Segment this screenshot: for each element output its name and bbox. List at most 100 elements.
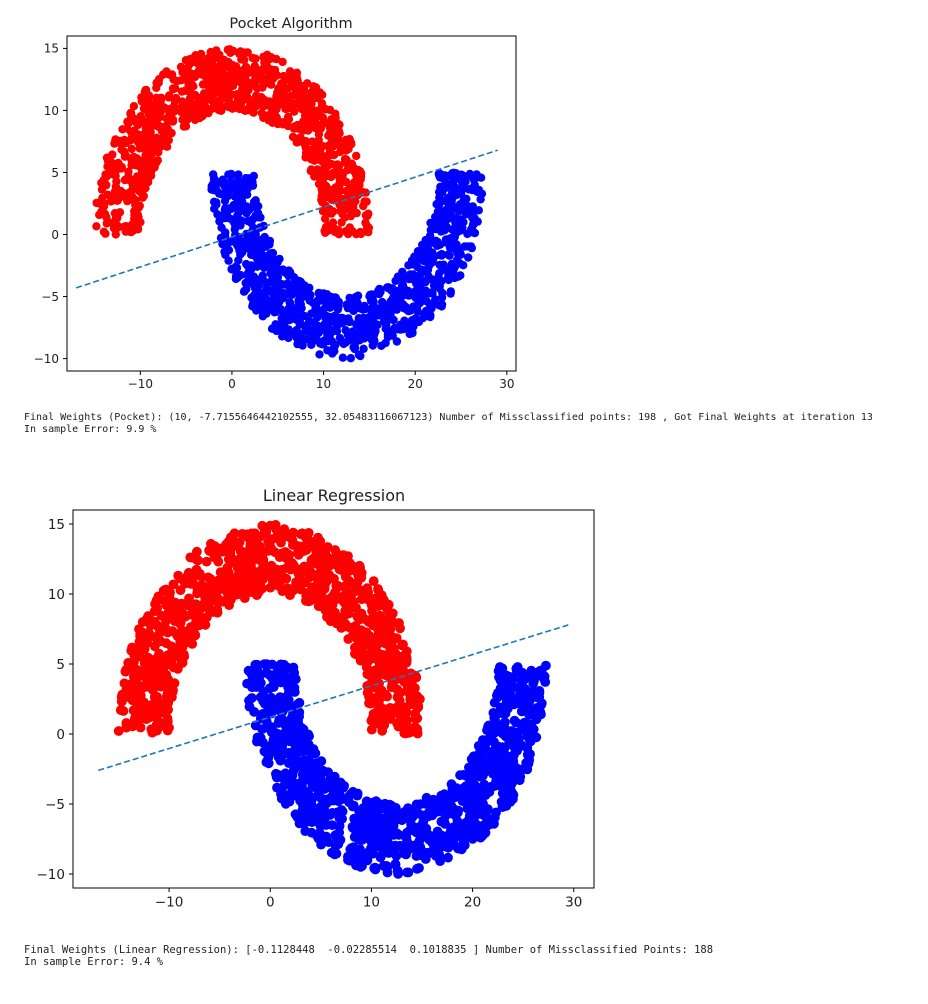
blue-class-point bbox=[375, 284, 384, 294]
red-class-point bbox=[118, 125, 127, 134]
red-class-point bbox=[230, 574, 240, 585]
blue-class-point bbox=[462, 792, 472, 803]
red-class-point bbox=[205, 105, 215, 114]
red-class-point bbox=[177, 608, 188, 619]
red-class-point bbox=[333, 581, 344, 592]
blue-class-point bbox=[210, 186, 219, 195]
red-class-point bbox=[219, 55, 229, 64]
blue-class-point bbox=[254, 298, 263, 307]
blue-class-point bbox=[536, 665, 547, 676]
blue-class-point bbox=[509, 699, 519, 710]
red-class-point bbox=[128, 133, 137, 143]
blue-class-point bbox=[462, 206, 471, 216]
blue-class-point bbox=[301, 768, 312, 779]
red-class-point bbox=[148, 103, 157, 112]
red-class-point bbox=[396, 719, 406, 729]
red-class-point bbox=[253, 84, 262, 93]
red-class-point bbox=[168, 117, 178, 126]
blue-class-point bbox=[388, 300, 398, 309]
red-class-point bbox=[152, 711, 162, 721]
blue-class-point bbox=[489, 697, 500, 708]
red-class-point bbox=[183, 567, 194, 578]
blue-class-point bbox=[266, 739, 277, 750]
red-class-point bbox=[362, 197, 371, 206]
red-class-point bbox=[282, 116, 292, 125]
y-tick-label: 10 bbox=[44, 104, 59, 118]
red-class-point bbox=[333, 553, 343, 564]
red-class-point bbox=[288, 560, 299, 570]
blue-class-point bbox=[448, 835, 459, 846]
blue-class-point bbox=[288, 747, 298, 757]
blue-class-point bbox=[352, 293, 362, 302]
blue-class-point bbox=[289, 738, 300, 749]
blue-class-point bbox=[277, 314, 286, 323]
red-class-point bbox=[303, 596, 314, 607]
blue-class-point bbox=[336, 805, 347, 815]
blue-class-point bbox=[406, 819, 416, 830]
blue-class-point bbox=[294, 818, 305, 829]
blue-class-point bbox=[434, 198, 443, 207]
blue-class-point bbox=[318, 778, 329, 788]
red-class-point bbox=[344, 194, 354, 203]
blue-class-point bbox=[280, 798, 291, 809]
blue-class-point bbox=[278, 332, 287, 341]
blue-class-point bbox=[353, 299, 362, 308]
blue-class-point bbox=[327, 808, 338, 818]
blue-class-point bbox=[215, 217, 224, 226]
blue-class-point bbox=[241, 278, 250, 288]
red-class-point bbox=[162, 142, 172, 151]
red-class-point bbox=[315, 150, 324, 159]
red-class-point bbox=[145, 706, 156, 716]
blue-class-point bbox=[523, 758, 534, 769]
red-class-point bbox=[296, 133, 305, 142]
blue-class-point bbox=[328, 349, 337, 358]
red-class-point bbox=[293, 120, 302, 130]
red-class-point bbox=[343, 551, 353, 561]
blue-class-point bbox=[500, 742, 510, 753]
blue-class-point bbox=[303, 739, 314, 750]
blue-class-point bbox=[464, 253, 473, 262]
red-class-point bbox=[171, 93, 181, 103]
red-class-point bbox=[401, 685, 412, 696]
red-class-point bbox=[237, 75, 246, 85]
blue-class-point bbox=[305, 316, 314, 326]
scatter-points bbox=[92, 45, 487, 363]
blue-class-point bbox=[381, 862, 392, 873]
blue-class-point bbox=[316, 793, 327, 804]
red-class-point bbox=[257, 583, 267, 594]
red-class-point bbox=[368, 576, 379, 586]
red-class-point bbox=[160, 103, 169, 112]
blue-class-point bbox=[303, 327, 313, 336]
blue-class-point bbox=[489, 781, 500, 791]
blue-class-point bbox=[233, 273, 242, 282]
blue-class-point bbox=[515, 771, 526, 782]
red-class-point bbox=[323, 224, 332, 233]
blue-class-point bbox=[230, 225, 239, 234]
red-class-point bbox=[383, 599, 394, 610]
blue-class-point bbox=[480, 827, 491, 838]
red-class-point bbox=[235, 545, 246, 556]
red-class-point bbox=[284, 71, 293, 80]
blue-class-point bbox=[380, 310, 390, 319]
red-class-point bbox=[381, 706, 392, 716]
blue-class-point bbox=[344, 797, 354, 807]
red-class-point bbox=[147, 145, 157, 154]
blue-class-point bbox=[459, 261, 468, 270]
blue-class-point bbox=[418, 812, 429, 823]
blue-class-point bbox=[499, 717, 510, 728]
red-class-point bbox=[301, 115, 310, 124]
red-class-point bbox=[242, 532, 253, 543]
red-class-point bbox=[240, 55, 249, 65]
blue-class-point bbox=[460, 242, 469, 251]
blue-class-point bbox=[369, 835, 380, 846]
blue-class-point bbox=[350, 344, 359, 354]
red-class-point bbox=[199, 109, 208, 118]
blue-class-point bbox=[296, 794, 307, 805]
red-class-point bbox=[152, 118, 161, 128]
x-tick-label: −10 bbox=[128, 377, 153, 391]
blue-class-point bbox=[351, 789, 361, 800]
red-class-point bbox=[153, 591, 164, 602]
blue-class-point bbox=[437, 251, 446, 260]
red-class-point bbox=[102, 153, 112, 162]
blue-class-point bbox=[330, 311, 339, 320]
